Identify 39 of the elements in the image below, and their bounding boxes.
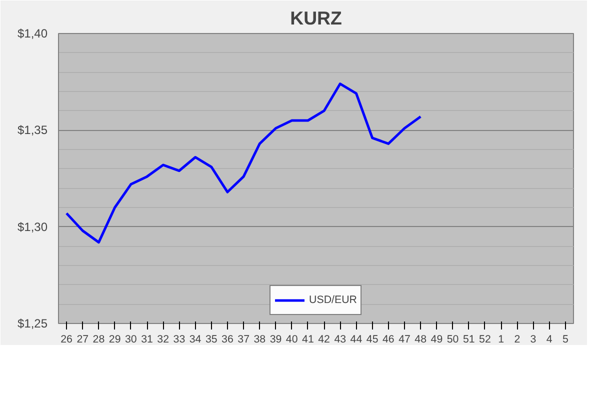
legend-label: USD/EUR <box>309 294 357 306</box>
y-tick-label: $1,25 <box>17 316 48 330</box>
x-tick-label: 29 <box>108 334 121 346</box>
line-series <box>65 82 422 244</box>
x-tick-label: 31 <box>141 334 154 346</box>
chart-title: KURZ <box>290 8 342 28</box>
x-tick-label: 30 <box>124 334 137 346</box>
x-tick-label: 44 <box>350 334 362 346</box>
x-tick-label: 45 <box>366 334 378 346</box>
x-tick-label: 46 <box>382 334 394 346</box>
x-tick-label: 3 <box>530 334 536 346</box>
y-tick-label: $1,40 <box>17 26 48 40</box>
x-tick-label: 41 <box>302 334 314 346</box>
x-tick-label: 27 <box>76 334 89 346</box>
x-tick-label: 33 <box>173 334 186 346</box>
x-tick-label: 28 <box>92 334 105 346</box>
y-tick-label: $1,30 <box>17 220 48 234</box>
x-tick-label: 52 <box>479 334 491 346</box>
x-tick-label: 32 <box>157 334 170 346</box>
x-tick-label: 35 <box>205 334 218 346</box>
x-tick-label: 51 <box>462 334 475 346</box>
x-tick-label: 47 <box>398 334 411 346</box>
x-tick-label: 5 <box>562 334 568 346</box>
x-tick-label: 4 <box>546 334 552 346</box>
x-tick-label: 39 <box>270 334 282 346</box>
x-tick-label: 2 <box>514 334 520 346</box>
x-tick-label: 49 <box>430 334 443 346</box>
x-tick-label: 40 <box>286 334 298 346</box>
x-tick-label: 36 <box>222 334 234 346</box>
x-tick-label: 42 <box>318 334 330 346</box>
x-tick-label: 48 <box>414 334 427 346</box>
x-tick-label: 50 <box>446 334 459 346</box>
x-tick-label: 26 <box>60 334 73 346</box>
x-tick-label: 38 <box>254 334 266 346</box>
x-tick-label: 34 <box>189 334 202 346</box>
x-tick-label: 43 <box>334 334 346 346</box>
x-tick-label: 37 <box>238 334 250 346</box>
y-tick-label: $1,35 <box>17 123 48 138</box>
x-tick-label: 1 <box>498 334 504 346</box>
